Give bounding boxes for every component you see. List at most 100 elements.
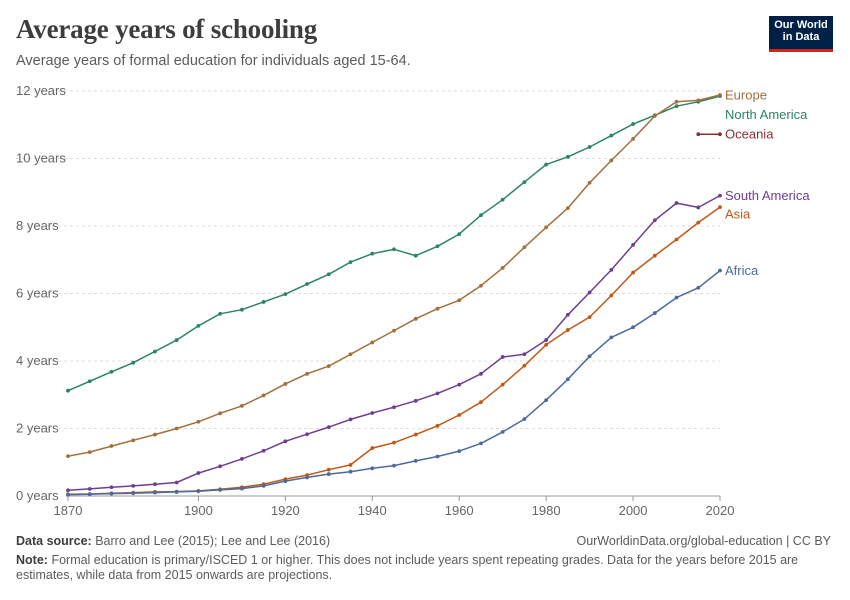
data-point[interactable]	[565, 312, 570, 317]
data-point[interactable]	[196, 471, 201, 475]
data-point[interactable]	[153, 490, 157, 495]
data-point[interactable]	[370, 446, 375, 450]
data-point[interactable]	[457, 413, 462, 417]
data-point[interactable]	[696, 98, 701, 103]
data-point[interactable]	[174, 426, 179, 431]
data-point[interactable]	[87, 379, 92, 384]
data-point[interactable]	[305, 371, 309, 376]
data-point[interactable]	[479, 283, 483, 288]
data-point[interactable]	[457, 232, 462, 237]
data-point[interactable]	[413, 398, 418, 403]
data-point[interactable]	[652, 114, 657, 118]
series-oceania[interactable]	[696, 132, 722, 137]
data-point[interactable]	[674, 201, 679, 205]
data-point[interactable]	[66, 488, 70, 493]
series-label[interactable]: North America	[725, 107, 808, 122]
data-point[interactable]	[305, 282, 309, 286]
data-point[interactable]	[261, 393, 266, 398]
data-point[interactable]	[283, 382, 288, 386]
data-point[interactable]	[283, 292, 288, 297]
data-point[interactable]	[696, 220, 701, 225]
data-point[interactable]	[479, 400, 483, 405]
data-point[interactable]	[522, 417, 527, 421]
data-point[interactable]	[348, 352, 353, 357]
data-point[interactable]	[326, 425, 331, 430]
data-point[interactable]	[348, 463, 353, 467]
data-point[interactable]	[239, 486, 244, 491]
data-point[interactable]	[544, 398, 549, 403]
data-point[interactable]	[652, 218, 657, 223]
data-point[interactable]	[261, 483, 266, 488]
data-point[interactable]	[718, 93, 722, 97]
data-point[interactable]	[305, 475, 309, 480]
data-point[interactable]	[631, 270, 635, 275]
data-point[interactable]	[500, 265, 505, 270]
data-point[interactable]	[609, 267, 614, 272]
data-point[interactable]	[348, 417, 353, 422]
data-point[interactable]	[370, 340, 375, 345]
data-point[interactable]	[522, 245, 527, 250]
data-point[interactable]	[587, 180, 592, 185]
data-point[interactable]	[500, 197, 505, 202]
data-point[interactable]	[718, 268, 722, 273]
data-point[interactable]	[261, 300, 266, 304]
data-point[interactable]	[435, 391, 440, 396]
data-point[interactable]	[153, 349, 157, 354]
data-point[interactable]	[305, 432, 309, 437]
data-point[interactable]	[326, 467, 331, 472]
data-point[interactable]	[326, 364, 331, 368]
data-point[interactable]	[153, 432, 157, 437]
owid-logo[interactable]: Our World in Data	[769, 16, 833, 52]
data-point[interactable]	[479, 213, 483, 218]
source-text[interactable]: Barro and Lee (2015); Lee and Lee (2016)	[95, 534, 331, 548]
data-point[interactable]	[652, 311, 657, 315]
data-point[interactable]	[587, 354, 592, 359]
data-point[interactable]	[479, 441, 483, 446]
series-north-america[interactable]	[66, 94, 722, 393]
data-point[interactable]	[413, 459, 418, 463]
data-point[interactable]	[218, 411, 223, 416]
data-point[interactable]	[609, 293, 614, 298]
data-point[interactable]	[457, 298, 462, 303]
data-point[interactable]	[370, 411, 375, 415]
series-label[interactable]: South America	[725, 188, 810, 203]
data-point[interactable]	[696, 132, 701, 137]
data-point[interactable]	[413, 253, 418, 258]
data-point[interactable]	[87, 450, 92, 455]
data-point[interactable]	[587, 145, 592, 149]
data-point[interactable]	[109, 444, 114, 448]
data-point[interactable]	[131, 491, 136, 496]
data-point[interactable]	[718, 205, 722, 210]
data-point[interactable]	[66, 454, 70, 459]
data-point[interactable]	[457, 449, 462, 454]
data-point[interactable]	[109, 369, 114, 374]
data-point[interactable]	[326, 272, 331, 277]
data-point[interactable]	[609, 335, 614, 340]
data-point[interactable]	[153, 482, 157, 487]
data-point[interactable]	[565, 328, 570, 332]
data-point[interactable]	[696, 285, 701, 290]
series-line[interactable]	[67, 270, 721, 496]
data-point[interactable]	[522, 352, 527, 357]
data-point[interactable]	[435, 454, 440, 459]
data-point[interactable]	[631, 137, 635, 141]
data-point[interactable]	[674, 104, 679, 109]
data-point[interactable]	[696, 205, 701, 210]
data-point[interactable]	[131, 438, 136, 443]
series-europe[interactable]	[66, 93, 722, 459]
data-point[interactable]	[196, 324, 201, 328]
source-url-link[interactable]: OurWorldinData.org/global-education | CC…	[576, 534, 831, 548]
data-point[interactable]	[283, 479, 288, 484]
data-point[interactable]	[392, 247, 396, 252]
data-point[interactable]	[565, 154, 570, 159]
data-point[interactable]	[261, 448, 266, 453]
series-africa[interactable]	[66, 268, 722, 497]
series-label[interactable]: Africa	[725, 263, 759, 278]
data-point[interactable]	[544, 225, 549, 230]
data-point[interactable]	[631, 243, 635, 247]
data-point[interactable]	[609, 133, 614, 138]
data-point[interactable]	[131, 360, 136, 365]
data-point[interactable]	[87, 492, 92, 497]
data-point[interactable]	[174, 480, 179, 485]
data-point[interactable]	[587, 315, 592, 320]
